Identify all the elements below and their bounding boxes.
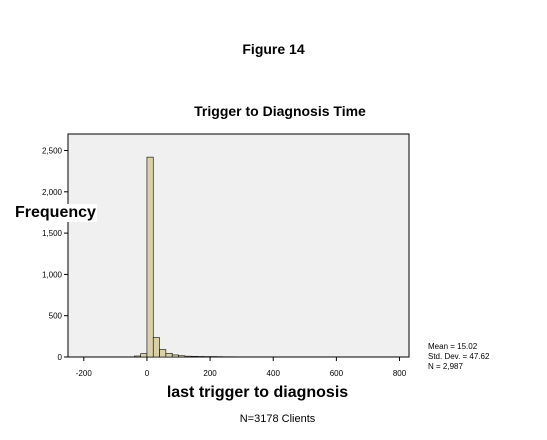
x-tick-label: -200 <box>76 369 93 378</box>
stats-std-dev: Std. Dev. = 47.62 <box>428 352 490 361</box>
figure-label: Figure 14 <box>242 41 305 57</box>
histogram-bar <box>190 356 198 358</box>
histogram-bar <box>152 337 160 358</box>
y-tick-label: 2,000 <box>42 188 63 197</box>
y-axis-label: Frequency <box>14 204 97 222</box>
histogram-bar <box>146 156 154 358</box>
histogram-bar <box>184 355 192 358</box>
histogram-bar <box>197 356 205 358</box>
y-tick-label: 0 <box>58 353 63 362</box>
footnote: N=3178 Clients <box>239 413 316 425</box>
y-tick-label: 500 <box>49 312 63 321</box>
plot-area <box>67 133 410 358</box>
y-tick-label: 1,000 <box>42 270 63 279</box>
x-axis: -200 0 200 400 600 800 <box>76 357 407 378</box>
x-tick-label: 0 <box>145 369 150 378</box>
y-tick-label: 2,500 <box>42 147 63 156</box>
stats-mean: Mean = 15.02 <box>428 342 478 351</box>
stats-box: Mean = 15.02 Std. Dev. = 47.62 N = 2,987 <box>428 342 489 372</box>
histogram-bar <box>140 353 148 358</box>
histogram-bar <box>178 355 186 358</box>
y-tick-label: 1,500 <box>42 229 63 238</box>
histogram-bar <box>134 355 141 358</box>
histogram-bar <box>159 349 167 358</box>
x-tick-label: 800 <box>393 369 407 378</box>
histogram-bars <box>134 156 236 358</box>
x-axis-label: last trigger to diagnosis <box>166 384 349 401</box>
x-tick-label: 200 <box>203 369 217 378</box>
y-axis: 0 500 1,000 1,500 2,000 2,500 <box>42 147 68 362</box>
histogram-bar <box>171 354 179 358</box>
chart-title: Trigger to Diagnosis Time <box>194 103 366 119</box>
x-tick-label: 600 <box>330 369 344 378</box>
histogram-bar <box>165 352 173 358</box>
x-tick-label: 400 <box>267 369 281 378</box>
stats-n: N = 2,987 <box>428 362 463 371</box>
